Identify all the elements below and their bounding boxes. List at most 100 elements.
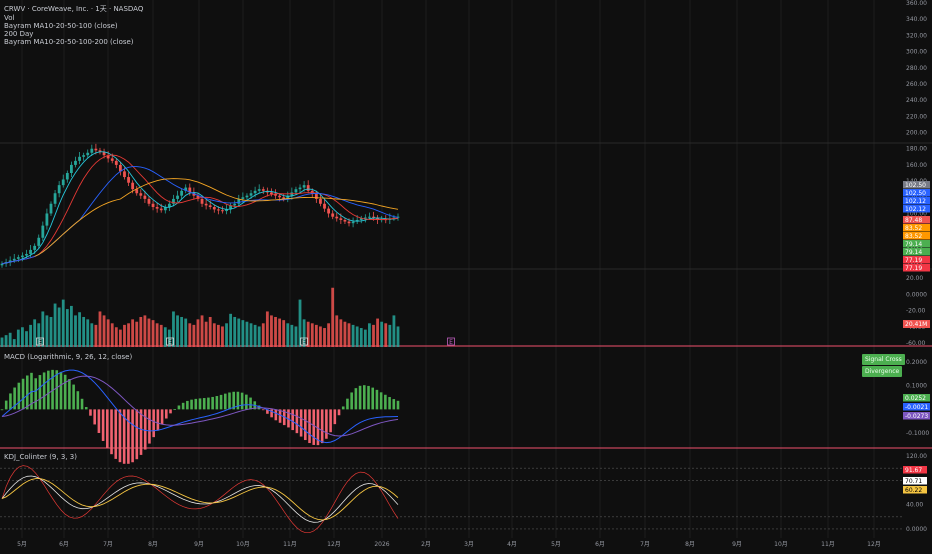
x-tick-label: 11月	[821, 541, 835, 548]
volume-bar	[372, 324, 375, 347]
volume-bar	[82, 316, 86, 347]
candle	[172, 198, 175, 204]
macd-hist-bar	[106, 409, 109, 449]
macd-hist-bar	[160, 409, 164, 425]
volume-bar	[78, 312, 81, 347]
candle	[131, 182, 135, 190]
kdj-k-line	[1, 475, 399, 523]
candle	[294, 189, 298, 193]
price-badge	[903, 189, 930, 197]
candle	[147, 198, 151, 204]
macd-hist-bar	[181, 402, 185, 410]
price-layer	[0, 143, 400, 268]
x-tick-label: 2月	[421, 541, 431, 548]
volume-bar	[192, 324, 196, 347]
volume-bar	[233, 316, 237, 347]
x-tick-label: 12月	[327, 541, 341, 548]
candle	[270, 192, 273, 195]
macd-hist-bar	[114, 409, 118, 459]
x-tick-label: 10月	[236, 541, 250, 548]
event-marker-label: E	[38, 339, 42, 346]
volume-bar	[102, 315, 106, 347]
volume-bar	[274, 316, 277, 347]
macd-hist-bar	[122, 409, 126, 464]
volume-badge-text: 20.41M	[905, 321, 927, 328]
macd-hist-bar	[354, 388, 358, 410]
candle	[135, 189, 139, 194]
candle	[249, 193, 253, 196]
candle	[45, 213, 49, 226]
candle	[29, 249, 32, 254]
volume-bar	[200, 315, 204, 347]
legend-symbol[interactable]: CRWV · CoreWeave, Inc. · 1天 · NASDAQ	[4, 5, 144, 13]
legend-200-day[interactable]: 200 Day	[4, 30, 34, 38]
legend-volume[interactable]: Vol	[4, 14, 15, 22]
macd-hist-bar	[223, 393, 227, 410]
price-y-tick: 300.00	[906, 49, 927, 56]
candle	[184, 187, 188, 191]
legend-ma-2[interactable]: Bayram MA10-20-50-100-200 (close)	[4, 38, 134, 46]
macd-layer	[0, 369, 400, 464]
volume-bar	[204, 321, 208, 347]
event-marker-label: E	[168, 339, 172, 346]
volume-bar	[21, 327, 24, 347]
macd-y-tick: 0.2000	[906, 359, 927, 366]
price-badge	[903, 181, 930, 189]
macd-hist-bar	[325, 409, 328, 439]
signal-cross-button[interactable]: Signal Cross	[862, 354, 905, 365]
macd-hist-bar	[110, 409, 113, 455]
candle	[245, 195, 249, 198]
price-badge-text: 83.52	[905, 225, 922, 232]
candle	[278, 195, 282, 198]
volume-bar	[135, 321, 139, 347]
candle	[339, 218, 343, 220]
price-y-tick: 360.00	[906, 0, 927, 7]
volume-bar	[53, 303, 57, 347]
macd-hist-bar	[308, 409, 311, 444]
macd-hist-bar	[333, 409, 337, 425]
event-marker	[166, 337, 174, 346]
x-tick-label: 5月	[17, 541, 27, 548]
macd-title[interactable]: MACD (Logarithmic, 9, 26, 12, close)	[4, 353, 133, 361]
candle	[221, 210, 224, 212]
macd-hist-bar	[0, 409, 4, 411]
volume-bar	[396, 326, 400, 347]
price-y-tick: 20.00	[906, 275, 923, 282]
macd-hist-bar	[291, 409, 294, 431]
volume-bar	[74, 315, 77, 347]
legend-ma-1[interactable]: Bayram MA10-20-50-100 (close)	[4, 22, 118, 30]
volume-bar	[188, 323, 192, 347]
macd-hist-bar	[207, 397, 210, 410]
price-y-tick: 340.00	[906, 16, 927, 23]
divergence-button[interactable]: Divergence	[862, 366, 903, 377]
volume-bar	[335, 315, 339, 347]
volume-bar	[25, 331, 28, 347]
macd-hist-bar	[219, 394, 223, 410]
macd-badge	[903, 394, 930, 402]
candle	[57, 185, 61, 194]
x-tick-label: 7月	[640, 541, 650, 548]
price-badge	[903, 224, 930, 232]
candle	[225, 209, 228, 212]
volume-bar	[216, 324, 220, 347]
x-tick-label: 8月	[685, 541, 695, 548]
candle	[188, 187, 192, 193]
x-tick-label: 6月	[59, 541, 69, 548]
volume-bar	[384, 323, 388, 347]
candle	[282, 197, 286, 199]
macd-hist-bar	[97, 409, 101, 433]
macd-hist-bar	[270, 409, 273, 418]
candle	[102, 151, 106, 156]
price-y-tick: 220.00	[906, 113, 927, 120]
candle	[49, 203, 53, 214]
kdj-title[interactable]: KDJ_Colinter (9, 3, 3)	[4, 453, 77, 461]
candle	[314, 194, 318, 199]
volume-bar	[380, 321, 384, 347]
macd-hist-bar	[312, 409, 316, 445]
macd-hist-bar	[68, 379, 71, 410]
macd-hist-bar	[55, 370, 59, 410]
candle	[347, 221, 351, 224]
volume-bar	[4, 335, 8, 347]
candle	[37, 237, 41, 246]
